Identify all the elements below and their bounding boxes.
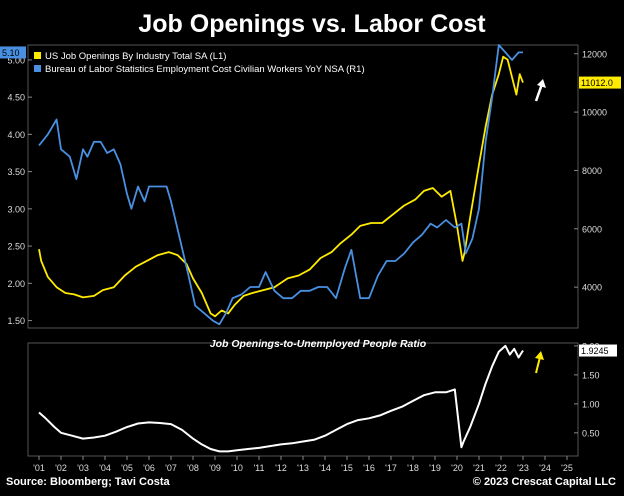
left-axis-tick-label: 4.50 [7,93,25,103]
x-axis-tick-label: '14 [319,463,331,473]
x-axis-tick-label: '08 [187,463,199,473]
x-axis-tick-label: '05 [121,463,133,473]
x-axis-tick-label: '10 [231,463,243,473]
legend-label: US Job Openings By Industry Total SA (L1… [45,51,226,62]
x-axis-tick-label: '21 [473,463,485,473]
left-axis-tick-label: 2.00 [7,279,25,289]
legend-swatch [34,52,41,59]
lower-right-axis-tick-label: 1.50 [582,370,600,380]
left-axis-tick-label: 1.50 [7,316,25,326]
x-axis-tick-label: '16 [363,463,375,473]
lower-right-axis-tick-label: 1.00 [582,399,600,409]
x-axis-tick-label: '17 [385,463,397,473]
right-axis-tick-label: 6000 [582,224,602,234]
ratio-last-value-tag [579,344,617,357]
x-axis-tick-label: '22 [495,463,507,473]
upper-chart-panel: 1.50 2.00 2.50 3.00 3.50 4.00 4.50 5.00 4000 6000… [0,44,621,329]
up-arrow-annotation-head [537,79,546,88]
x-axis-tick-label: '23 [517,463,529,473]
lower-chart-title: Job Openings-to-Unemployed People Ratio [210,338,427,350]
copyright-note: © 2023 Crescat Capital LLC [472,476,616,488]
job-openings-last-value-tag [579,76,621,89]
left-axis-tick-label: 5.00 [7,55,25,65]
up-arrow-annotation-ratio-head [535,351,544,360]
eci-last-value: 5.10 [2,48,20,58]
left-axis-tick-label: 3.50 [7,167,25,177]
x-axis-tick-label: '03 [77,463,89,473]
x-axis-tick-label: '24 [539,463,551,473]
lower-chart-panel: Job Openings-to-Unemployed People Ratio 0… [27,338,617,473]
x-axis-tick-label: '04 [99,463,111,473]
right-axis-tick-label: 10000 [582,108,607,118]
right-axis-tick-label: 4000 [582,283,602,293]
job-openings-line [38,55,524,318]
x-axis-tick-label: '12 [275,463,287,473]
x-axis-tick-label: '15 [341,463,353,473]
eci-line [38,44,523,326]
left-axis-tick-label: 2.50 [7,242,25,252]
upper-plot-frame [27,44,579,329]
right-axis-tick-label: 8000 [582,166,602,176]
x-axis-tick-label: '18 [407,463,419,473]
x-axis-tick-label: '20 [451,463,463,473]
up-arrow-annotation-ratio [535,356,541,374]
x-axis-tick-label: '02 [55,463,67,473]
x-axis-tick-label: '01 [33,463,45,473]
lower-right-axis-tick-label: 0.50 [582,428,600,438]
x-axis-tick-label: '09 [209,463,221,473]
chart-title: Job Openings vs. Labor Cost [138,10,486,38]
x-axis-tick-label: '07 [165,463,177,473]
ratio-line [38,344,524,453]
x-axis-tick-label: '25 [561,463,573,473]
legend-swatch [34,65,41,72]
source-note: Source: Bloomberg; Tavi Costa [6,476,170,488]
ratio-last-value: 1.9245 [581,346,609,356]
left-axis-tick-label: 3.00 [7,204,25,214]
x-axis-tick-label: '19 [429,463,441,473]
job-openings-last-value: 11012.0 [581,78,613,88]
legend-label: Bureau of Labor Statistics Employment Co… [45,64,365,75]
right-axis-tick-label: 12000 [582,49,607,59]
up-arrow-annotation [534,83,544,102]
x-axis-tick-label: '13 [297,463,309,473]
x-axis-tick-label: '06 [143,463,155,473]
left-axis-tick-label: 4.00 [7,130,25,140]
eci-last-value-tag [0,46,26,59]
x-axis-tick-label: '11 [253,463,264,473]
